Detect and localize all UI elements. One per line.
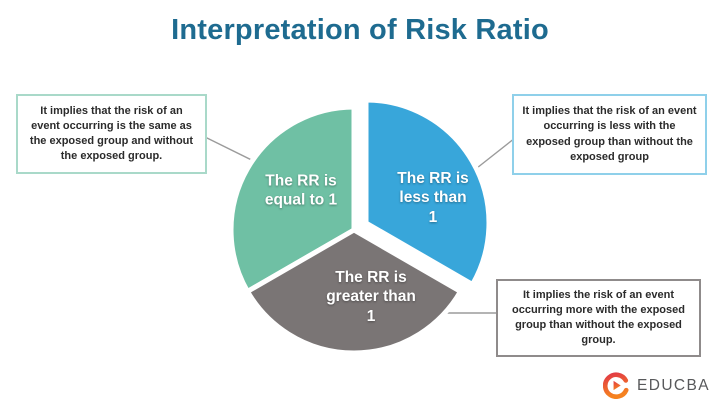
pie-wedge-less-than-1 (363, 97, 492, 287)
educba-logo-icon (603, 372, 629, 399)
page-title: Interpretation of Risk Ratio (171, 14, 549, 46)
callout-equal-text: It implies that the risk of an event occ… (29, 104, 194, 163)
callout-greater-text: It implies the risk of an event occurrin… (512, 288, 685, 347)
educba-logo: EDUCBA (603, 372, 710, 399)
educba-logo-text: EDUCBA (637, 376, 710, 394)
callout-equal-to-1: It implies that the risk of an event occ… (16, 94, 207, 174)
callout-greater-than-1: It implies the risk of an event occurrin… (496, 279, 701, 357)
callout-less-than-1: It implies that the risk of an event occ… (512, 94, 707, 175)
callout-less-text: It implies that the risk of an event occ… (522, 105, 697, 163)
pie-wedge-greater-than-1 (245, 227, 463, 356)
